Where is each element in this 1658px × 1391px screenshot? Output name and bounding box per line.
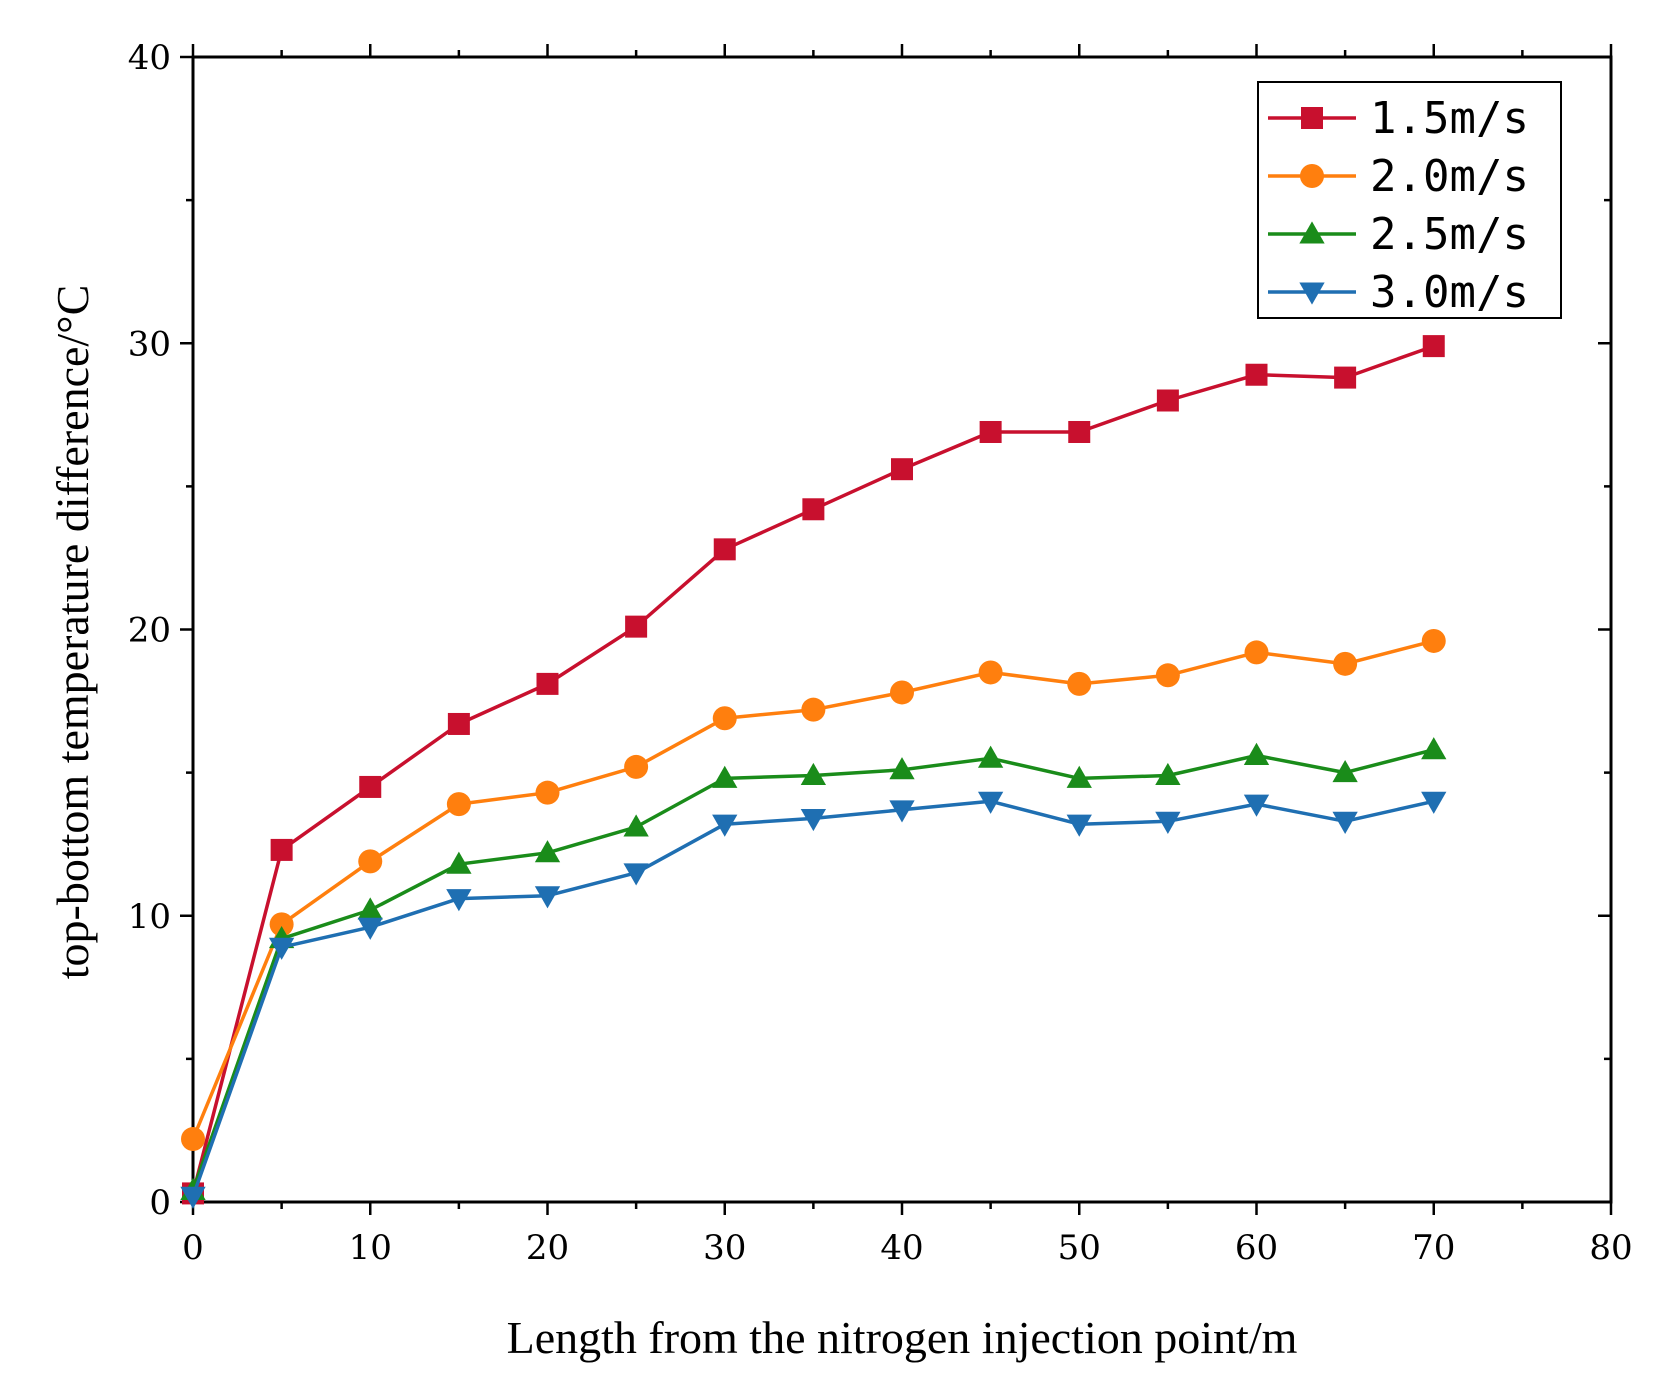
data-point-circle xyxy=(624,754,649,779)
data-point-triangle-up xyxy=(446,851,472,874)
data-point-square xyxy=(802,498,825,521)
legend-item: 3.0m/s xyxy=(1268,267,1529,318)
data-point-circle xyxy=(978,660,1003,685)
legend-label: 2.5m/s xyxy=(1370,209,1529,260)
data-point-square xyxy=(979,420,1002,443)
data-point-triangle-up xyxy=(1066,765,1092,788)
x-axis-title: Length from the nitrogen injection point… xyxy=(507,1312,1298,1363)
legend-label: 3.0m/s xyxy=(1370,267,1529,318)
axis-tick-labels: 0 10 20 30 40 50 60 70 80 0 10 20 30 40 xyxy=(128,38,1633,1268)
data-point-triangle-down xyxy=(977,791,1004,814)
legend-item: 1.5m/s xyxy=(1268,93,1529,144)
data-point-triangle-down xyxy=(1332,811,1358,834)
data-point-triangle-down xyxy=(534,886,561,909)
data-point-triangle-down xyxy=(268,937,295,960)
data-point-triangle-down xyxy=(1066,814,1092,837)
data-point-triangle-down xyxy=(1243,794,1270,817)
series-2.0m/s xyxy=(181,628,1446,1152)
x-tick-label: 70 xyxy=(1412,1228,1455,1268)
y-tick-label: 30 xyxy=(128,324,171,364)
data-point-triangle-down xyxy=(1299,282,1325,305)
data-point-square xyxy=(1301,107,1323,129)
data-point-triangle-down xyxy=(889,800,915,823)
data-point-square xyxy=(536,672,559,695)
data-point-triangle-up xyxy=(623,814,649,837)
data-point-triangle-up xyxy=(800,762,827,785)
data-point-square xyxy=(1068,420,1091,443)
data-point-triangle-up xyxy=(712,765,738,788)
x-tick-label: 20 xyxy=(526,1228,569,1268)
data-point-circle xyxy=(801,697,826,722)
data-point-square xyxy=(270,838,293,861)
legend: 1.5m/s 2.0m/s 2.5m/s 3.0m/s xyxy=(1257,81,1562,319)
x-tick-label: 0 xyxy=(182,1228,204,1268)
y-tick-label: 40 xyxy=(128,38,171,78)
series-3.0m/s xyxy=(180,791,1447,1209)
data-point-triangle-down xyxy=(180,1186,206,1209)
data-point-circle xyxy=(269,912,294,937)
data-point-circle xyxy=(1155,663,1180,688)
legend-label: 1.5m/s xyxy=(1370,93,1529,144)
data-point-square xyxy=(1422,335,1445,358)
x-tick-label: 60 xyxy=(1235,1228,1278,1268)
y-tick-label: 10 xyxy=(128,897,171,937)
x-tick-label: 80 xyxy=(1589,1228,1632,1268)
data-point-circle xyxy=(446,792,471,817)
data-point-square xyxy=(713,538,736,561)
data-point-triangle-up xyxy=(977,745,1004,768)
data-point-triangle-up xyxy=(357,897,383,920)
data-point-triangle-up xyxy=(1243,742,1270,765)
x-tick-label: 30 xyxy=(703,1228,746,1268)
data-point-circle xyxy=(890,680,914,705)
data-point-triangle-up xyxy=(889,757,915,780)
data-point-triangle-down xyxy=(1155,811,1181,834)
data-point-triangle-down xyxy=(357,917,383,940)
data-point-triangle-down xyxy=(623,863,649,886)
data-point-square xyxy=(891,458,913,481)
data-point-square xyxy=(447,712,470,735)
data-point-triangle-down xyxy=(800,808,827,832)
data-point-triangle-up xyxy=(1155,762,1181,785)
legend-item: 2.0m/s xyxy=(1268,151,1529,202)
data-point-circle xyxy=(712,706,737,731)
data-point-triangle-up xyxy=(534,840,561,863)
data-point-triangle-down xyxy=(712,814,738,837)
data-point-circle xyxy=(181,1127,205,1152)
x-tick-label: 50 xyxy=(1058,1228,1101,1268)
series-layer xyxy=(180,335,1447,1209)
data-point-square xyxy=(1245,363,1268,386)
x-tick-label: 40 xyxy=(880,1228,923,1268)
data-point-circle xyxy=(1067,671,1092,696)
data-point-square xyxy=(625,615,648,638)
legend-item: 2.5m/s xyxy=(1268,209,1529,260)
data-point-circle xyxy=(1300,164,1324,188)
data-point-triangle-up xyxy=(1332,759,1358,783)
data-point-circle xyxy=(1244,640,1269,665)
legend-label: 2.0m/s xyxy=(1370,151,1529,202)
data-point-triangle-down xyxy=(446,889,472,912)
y-tick-label: 0 xyxy=(149,1183,171,1223)
data-point-triangle-down xyxy=(1421,791,1447,814)
data-point-circle xyxy=(1421,628,1446,653)
data-point-square xyxy=(1156,389,1179,412)
data-point-square xyxy=(1334,366,1357,389)
axis-ticks xyxy=(180,44,1613,1215)
data-point-square xyxy=(359,775,382,798)
y-axis-title: top-bottom temperature difference/°C xyxy=(47,285,98,980)
data-point-triangle-up xyxy=(1299,221,1325,244)
x-tick-label: 10 xyxy=(349,1228,392,1268)
y-tick-label: 20 xyxy=(128,611,171,651)
data-point-triangle-up xyxy=(1421,737,1447,760)
data-point-circle xyxy=(358,849,383,874)
data-point-circle xyxy=(1333,651,1358,676)
data-point-circle xyxy=(535,780,560,805)
